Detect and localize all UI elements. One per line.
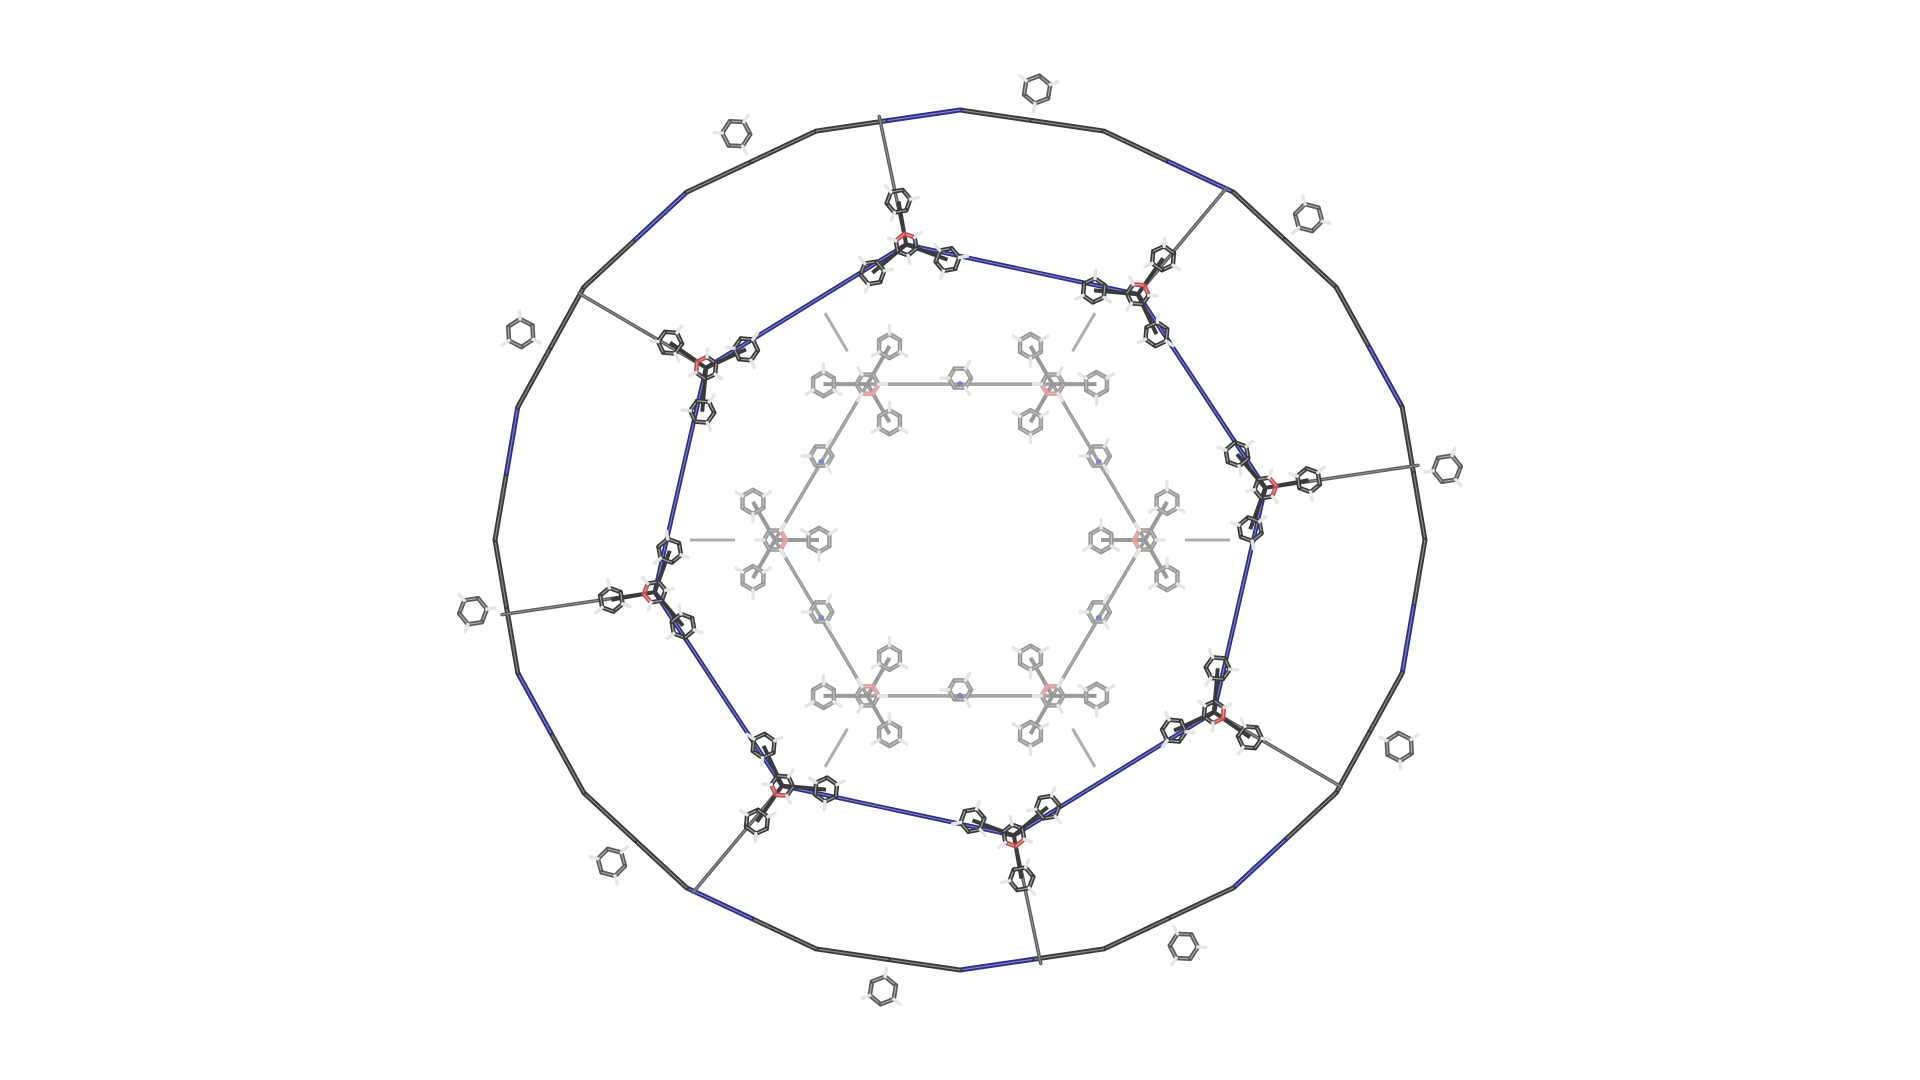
- phenyl-group-icon: [1291, 194, 1332, 235]
- pyrylium-node-dark: [951, 786, 1063, 896]
- pyrylium-core-icon: [997, 814, 1034, 850]
- phenyl-group-icon: [1078, 593, 1112, 631]
- phenyl-group-icon: [1081, 518, 1121, 555]
- phenyl-group-icon: [738, 807, 777, 844]
- phenyl-group-icon: [883, 184, 920, 222]
- pyrylium-node-dark: [1216, 439, 1326, 551]
- pyrylium-core-icon: [1031, 677, 1066, 715]
- inner-radial-bond: [823, 312, 849, 352]
- phenyl-group-icon: [588, 845, 629, 886]
- phenyl-group-icon: [804, 362, 843, 399]
- phenyl-group-icon: [857, 255, 894, 294]
- phenyl-group-icon: [807, 775, 846, 812]
- phenyl-group-icon: [1074, 268, 1113, 305]
- pyrylium-node-dark: [857, 184, 969, 294]
- phenyl-group-icon: [870, 400, 909, 437]
- pyrylium-node-light: [1081, 480, 1187, 593]
- inner-radial-bond: [1071, 312, 1097, 352]
- phenyl-group-icon: [1423, 446, 1464, 488]
- pyrylium-core-icon: [854, 677, 889, 715]
- pyrylium-node-light: [804, 324, 909, 437]
- inner-radial-bond: [823, 728, 849, 768]
- pyrylium-core-icon: [886, 230, 923, 266]
- pyrylium-core-icon: [1244, 468, 1280, 505]
- phenyl-group-icon: [1216, 439, 1255, 476]
- phenyl-group-icon: [665, 604, 704, 641]
- pyrylium-core-icon: [854, 365, 889, 403]
- phenyl-group-icon: [733, 563, 773, 600]
- pyrylium-node-light: [733, 487, 839, 600]
- phenyl-group-icon: [1288, 465, 1326, 502]
- phenyl-group-icon: [1011, 719, 1050, 756]
- phenyl-group-icon: [939, 359, 974, 397]
- inner-radial-bond: [1071, 728, 1097, 768]
- phenyl-group-icon: [1143, 236, 1182, 273]
- phenyl-group-icon: [1167, 924, 1208, 967]
- pyrylium-core-icon: [1124, 275, 1159, 312]
- pyrylium-core-icon: [1196, 698, 1233, 733]
- pyrylium-core-icon: [1031, 365, 1066, 403]
- phenyl-group-icon: [652, 529, 691, 566]
- phenyl-group-icon: [799, 525, 839, 562]
- phenyl-group-icon: [733, 487, 773, 524]
- phenyl-group-icon: [1011, 643, 1050, 680]
- phenyl-group-icon: [594, 578, 632, 615]
- pyrylium-node-light: [1011, 643, 1116, 756]
- phenyl-group-icon: [1147, 556, 1187, 593]
- inner-ring-layer: [690, 312, 1230, 768]
- phenyl-group-icon: [870, 712, 909, 749]
- phenyl-group-icon: [800, 437, 835, 475]
- phenyl-group-icon: [745, 731, 784, 768]
- pyrylium-core-icon: [640, 575, 676, 612]
- pyrylium-core-icon: [754, 521, 789, 559]
- pyrylium-node-light: [804, 636, 909, 749]
- phenyl-group-icon: [724, 331, 761, 370]
- phenyl-group-icon: [1011, 407, 1050, 444]
- phenyl-group-icon: [1000, 858, 1037, 896]
- pyrylium-node-dark: [738, 731, 846, 844]
- phenyl-group-icon: [1077, 681, 1116, 718]
- phenyl-group-icon: [500, 309, 543, 350]
- phenyl-group-icon: [1235, 717, 1272, 756]
- pyrylium-node-dark: [1159, 648, 1272, 756]
- phenyl-group-icon: [951, 799, 988, 838]
- phenyl-group-icon: [1078, 437, 1112, 475]
- pyrylium-node-light: [1011, 331, 1116, 444]
- phenyl-group-icon: [456, 592, 497, 634]
- pyrylium-node-dark: [594, 529, 704, 641]
- outer-ring-layer: [456, 73, 1464, 1007]
- phenyl-group-icon: [800, 593, 835, 631]
- pyrylium-node-dark: [1074, 236, 1182, 349]
- pyrylium-core-icon: [761, 768, 796, 805]
- pyrylium-core-icon: [687, 347, 724, 382]
- phenyl-group-icon: [860, 966, 902, 1007]
- phenyl-group-icon: [1229, 514, 1268, 551]
- phenyl-group-icon: [870, 324, 909, 361]
- phenyl-group-icon: [1026, 786, 1063, 825]
- phenyl-group-icon: [680, 393, 717, 432]
- phenyl-group-icon: [1136, 312, 1175, 349]
- phenyl-group-icon: [1011, 331, 1050, 368]
- phenyl-group-icon: [1018, 73, 1060, 114]
- phenyl-group-icon: [939, 671, 974, 709]
- phenyl-group-icon: [1077, 369, 1116, 406]
- pyrylium-node-dark: [648, 324, 761, 432]
- phenyl-group-icon: [648, 324, 685, 363]
- pyrylium-core-icon: [1131, 521, 1166, 559]
- phenyl-group-icon: [870, 636, 909, 673]
- phenyl-group-icon: [1147, 480, 1187, 517]
- phenyl-group-icon: [1159, 710, 1196, 749]
- phenyl-group-icon: [1203, 648, 1240, 687]
- phenyl-group-icon: [712, 113, 753, 156]
- phenyl-group-icon: [1377, 730, 1420, 771]
- phenyl-group-icon: [932, 242, 969, 281]
- phenyl-group-icon: [804, 674, 843, 711]
